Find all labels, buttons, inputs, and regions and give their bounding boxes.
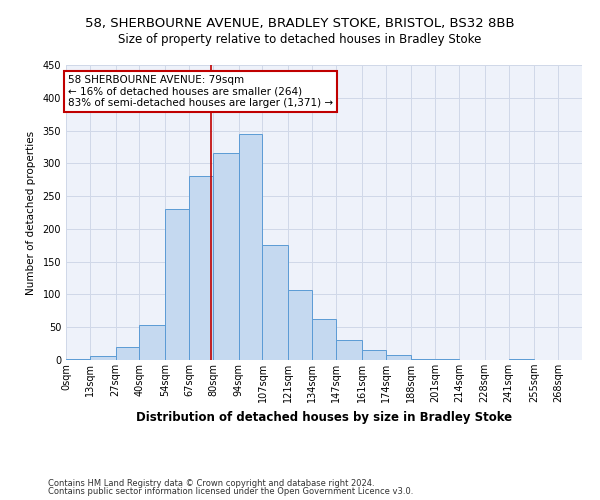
Bar — [90, 356, 116, 360]
Bar — [362, 350, 386, 360]
X-axis label: Distribution of detached houses by size in Bradley Stoke: Distribution of detached houses by size … — [136, 410, 512, 424]
Bar — [239, 134, 262, 360]
Bar — [386, 355, 411, 360]
Bar — [411, 358, 435, 360]
Text: 58 SHERBOURNE AVENUE: 79sqm
← 16% of detached houses are smaller (264)
83% of se: 58 SHERBOURNE AVENUE: 79sqm ← 16% of det… — [68, 75, 333, 108]
Bar — [312, 320, 336, 360]
Bar — [66, 358, 90, 360]
Bar — [165, 209, 189, 360]
Text: Contains HM Land Registry data © Crown copyright and database right 2024.: Contains HM Land Registry data © Crown c… — [48, 478, 374, 488]
Bar — [189, 176, 213, 360]
Bar — [116, 347, 139, 360]
Bar — [336, 340, 362, 360]
Text: Contains public sector information licensed under the Open Government Licence v3: Contains public sector information licen… — [48, 487, 413, 496]
Bar — [288, 290, 312, 360]
Bar — [509, 358, 534, 360]
Bar — [213, 153, 239, 360]
Text: 58, SHERBOURNE AVENUE, BRADLEY STOKE, BRISTOL, BS32 8BB: 58, SHERBOURNE AVENUE, BRADLEY STOKE, BR… — [85, 18, 515, 30]
Text: Size of property relative to detached houses in Bradley Stoke: Size of property relative to detached ho… — [118, 32, 482, 46]
Bar — [262, 244, 288, 360]
Y-axis label: Number of detached properties: Number of detached properties — [26, 130, 35, 294]
Bar — [139, 324, 165, 360]
